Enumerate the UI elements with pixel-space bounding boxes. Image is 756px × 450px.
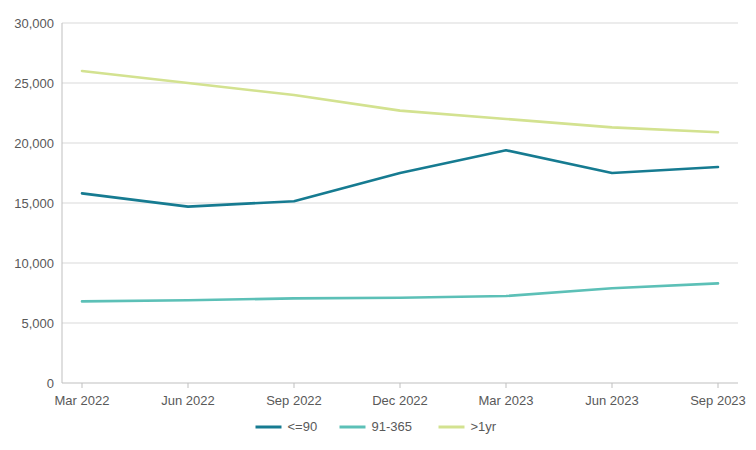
- y-tick-label: 5,000: [21, 316, 54, 331]
- y-tick-label: 10,000: [14, 256, 54, 271]
- x-tick: [188, 383, 189, 388]
- series-line: [82, 150, 718, 206]
- legend-label: >1yr: [471, 419, 497, 434]
- grid-line: [62, 83, 738, 84]
- legend: <=90 91-365 >1yr: [256, 419, 497, 434]
- x-tick-label: Sep 2023: [690, 393, 746, 408]
- x-tick-label: Mar 2023: [479, 393, 534, 408]
- y-tick-label: 20,000: [14, 136, 54, 151]
- x-tick-label: Jun 2023: [585, 393, 639, 408]
- grid-line: [62, 263, 738, 264]
- grid-line: [62, 143, 738, 144]
- plot-area: [82, 71, 718, 301]
- y-tick-label: 30,000: [14, 16, 54, 31]
- chart-svg: 0 5,000 10,000 15,000 20,000 25,000 30,000 Mar …: [0, 0, 756, 450]
- y-tick-label: 15,000: [14, 196, 54, 211]
- legend-swatch: [439, 426, 465, 429]
- chart-container: 0 5,000 10,000 15,000 20,000 25,000 30,000 Mar …: [0, 0, 756, 450]
- series-line: [82, 283, 718, 301]
- series-line: [82, 71, 718, 132]
- x-tick: [294, 383, 295, 388]
- legend-swatch: [340, 426, 366, 429]
- x-tick: [506, 383, 507, 388]
- x-tick-label: Jun 2022: [161, 393, 215, 408]
- x-tick-label: Dec 2022: [372, 393, 428, 408]
- x-tick: [612, 383, 613, 388]
- y-tick-label: 0: [47, 376, 54, 391]
- x-tick: [400, 383, 401, 388]
- y-axis-line: [62, 23, 63, 383]
- x-tick-label: Sep 2022: [266, 393, 322, 408]
- legend-label: 91-365: [372, 419, 412, 434]
- legend-label: <=90: [288, 419, 318, 434]
- legend-swatch: [256, 426, 282, 429]
- grid-line: [62, 23, 738, 24]
- x-tick-label: Mar 2022: [55, 393, 110, 408]
- x-tick: [718, 383, 719, 388]
- x-tick: [82, 383, 83, 388]
- grid-line: [62, 323, 738, 324]
- y-tick-label: 25,000: [14, 76, 54, 91]
